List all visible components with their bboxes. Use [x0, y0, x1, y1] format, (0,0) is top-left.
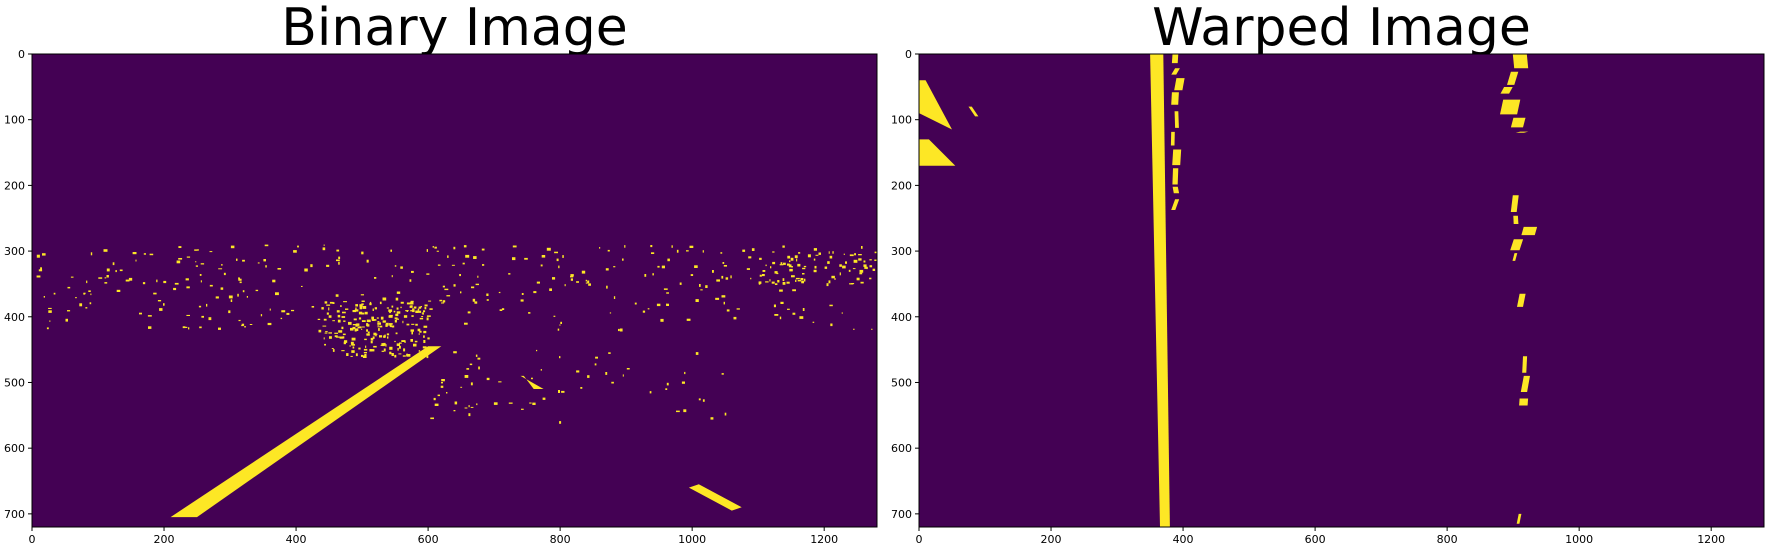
- image-background: [32, 54, 877, 527]
- noise-horizon: [36, 244, 877, 333]
- x-tick-label: 800: [1437, 533, 1458, 546]
- x-tick-label: 400: [286, 533, 307, 546]
- x-tick-label: 200: [154, 533, 175, 546]
- left-lane-line: [1150, 54, 1170, 527]
- right-lane-segment-2: [1519, 356, 1530, 406]
- y-tick-label: 300: [4, 245, 25, 258]
- x-tick-label: 0: [916, 533, 923, 546]
- y-tick-label: 200: [4, 179, 25, 192]
- x-tick-label: 1200: [1697, 533, 1725, 546]
- noise-cluster-center: [322, 300, 432, 359]
- right-lane-top: [1500, 54, 1529, 133]
- image-background: [919, 54, 1764, 527]
- y-tick-label: 500: [891, 376, 912, 389]
- right-lane-bits: [1517, 293, 1526, 307]
- left-lane-dashes: [1170, 54, 1185, 210]
- binary-image-panel: Binary Image 0 200 400 600 800 1000 1200 0 100 200…: [4, 0, 878, 546]
- x-tick-label: 600: [1305, 533, 1326, 546]
- right-lane-segment-1: [1510, 195, 1538, 261]
- chart-title: Binary Image: [281, 0, 627, 58]
- y-tick-label: 400: [4, 311, 25, 324]
- x-tick-label: 1000: [678, 533, 706, 546]
- warped-image-panel: Warped Image 0 200 400 600 800 1000 1200 0 100 200…: [891, 0, 1765, 546]
- noise-right-cluster: [758, 251, 877, 285]
- y-tick-label: 0: [905, 48, 912, 61]
- right-dashed-marking: [520, 375, 544, 389]
- noise-mid: [430, 349, 727, 424]
- x-tick-label: 0: [29, 533, 36, 546]
- y-tick-label: 600: [891, 442, 912, 455]
- y-tick-label: 100: [891, 114, 912, 127]
- y-tick-label: 100: [4, 114, 25, 127]
- right-lane-bottom: [1516, 513, 1522, 524]
- x-tick-label: 800: [550, 533, 571, 546]
- y-tick-label: 700: [891, 508, 912, 521]
- x-tick-label: 1000: [1565, 533, 1593, 546]
- y-tick-label: 300: [891, 245, 912, 258]
- axes-frame: [918, 53, 1765, 528]
- left-edge-blob: [919, 80, 952, 130]
- y-tick-label: 600: [4, 442, 25, 455]
- y-tick-label: 200: [891, 179, 912, 192]
- left-lane-line: [170, 346, 442, 518]
- left-edge-dash: [968, 106, 979, 117]
- y-tick-label: 400: [891, 311, 912, 324]
- x-tick-label: 600: [418, 533, 439, 546]
- x-tick-label: 200: [1041, 533, 1062, 546]
- x-tick-label: 400: [1173, 533, 1194, 546]
- right-marking-bottom: [688, 484, 742, 511]
- y-tick-label: 700: [4, 508, 25, 521]
- chart-title: Warped Image: [1152, 0, 1531, 58]
- y-tick-label: 500: [4, 376, 25, 389]
- axes-frame: [31, 53, 878, 528]
- y-tick-label: 0: [18, 48, 25, 61]
- left-edge-blob-2: [919, 139, 956, 166]
- x-tick-label: 1200: [810, 533, 838, 546]
